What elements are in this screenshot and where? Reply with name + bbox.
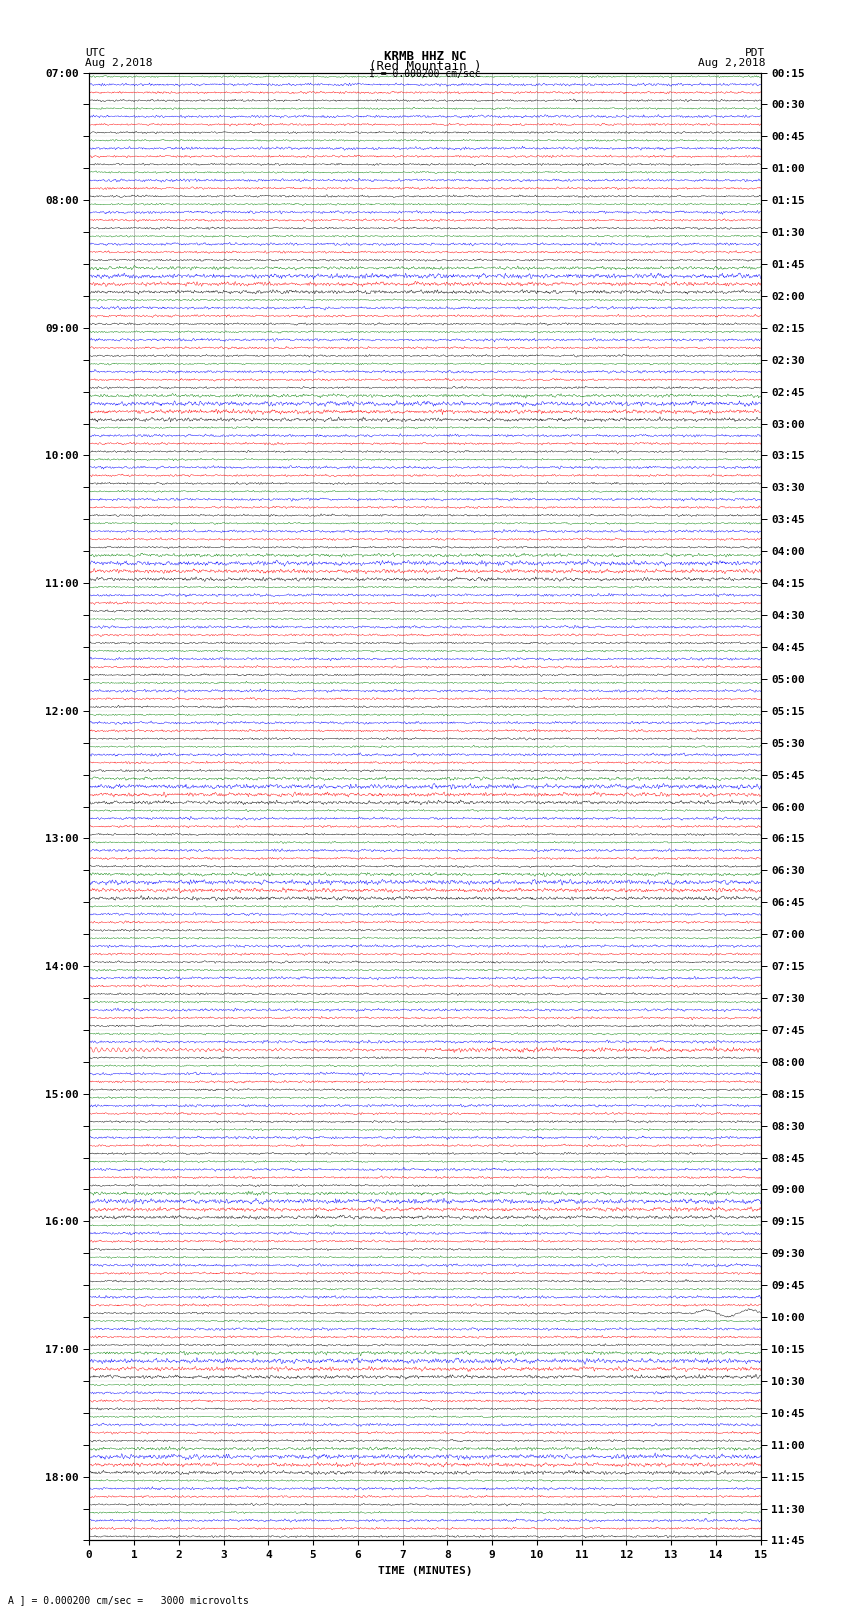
Text: PDT: PDT bbox=[745, 48, 765, 58]
Text: A ] = 0.000200 cm/sec =   3000 microvolts: A ] = 0.000200 cm/sec = 3000 microvolts bbox=[8, 1595, 249, 1605]
Text: (Red Mountain ): (Red Mountain ) bbox=[369, 60, 481, 73]
Text: Aug 2,2018: Aug 2,2018 bbox=[698, 58, 765, 68]
Text: KRMB HHZ NC: KRMB HHZ NC bbox=[383, 50, 467, 63]
Text: I = 0.000200 cm/sec: I = 0.000200 cm/sec bbox=[369, 69, 481, 79]
X-axis label: TIME (MINUTES): TIME (MINUTES) bbox=[377, 1566, 473, 1576]
Text: UTC: UTC bbox=[85, 48, 105, 58]
Text: Aug 2,2018: Aug 2,2018 bbox=[85, 58, 152, 68]
